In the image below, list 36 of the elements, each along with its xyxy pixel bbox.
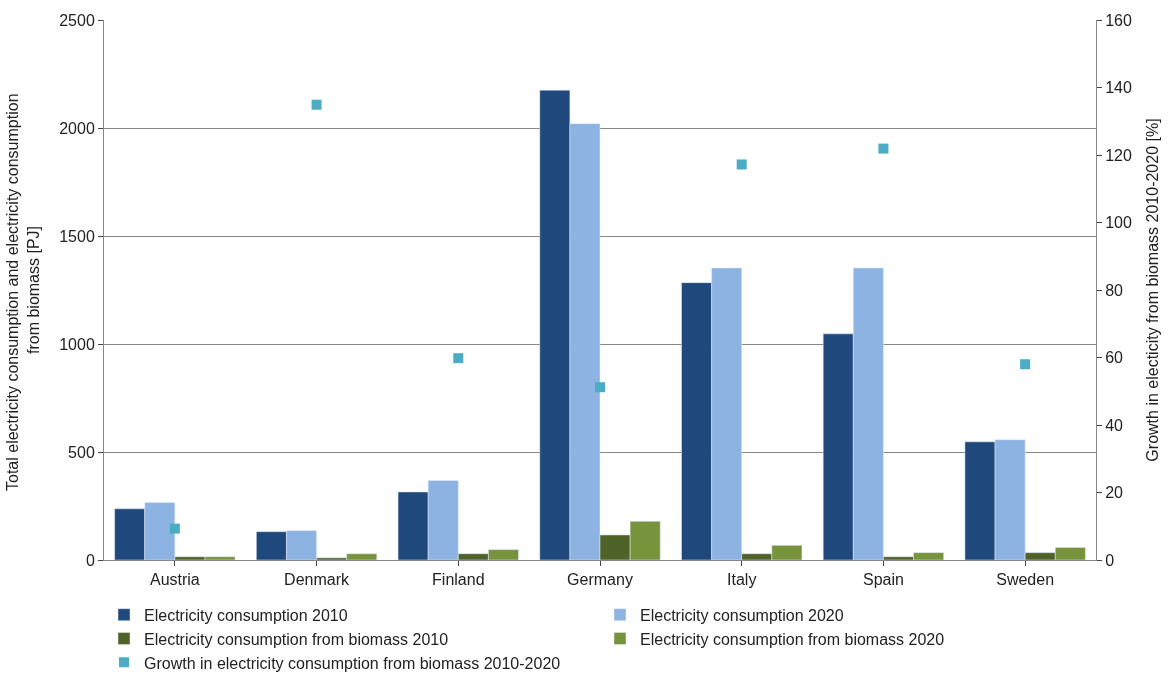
y-tick-label: 1500 [59, 227, 95, 245]
x-tick-label: Austria [149, 571, 200, 589]
x-tick-label: Denmark [284, 571, 351, 589]
legend-label: Electricity consumption from biomass 2020 [640, 630, 945, 648]
y-axis-title: Total electricity consumption and electricity consumption from biomass [PJ] [4, 89, 43, 491]
x-tick-label: Spain [862, 571, 904, 589]
y2-tick-label: 160 [1105, 11, 1132, 29]
y-tick-label: 2500 [59, 11, 95, 29]
y-tick-label: 2000 [59, 119, 95, 137]
x-tick-label: Italy [727, 571, 757, 589]
y2-axis-title: Growth in electicity from biomass 2010-2020 [%] [1143, 118, 1161, 462]
legend-label: Electricity consumption 2020 [640, 606, 844, 624]
y2-tick-label: 60 [1105, 349, 1124, 367]
y2-tick-label: 40 [1105, 416, 1124, 434]
point [169, 523, 180, 534]
legend-label: Electricity consumption from biomass 2010 [144, 630, 449, 648]
point [311, 99, 322, 110]
point [878, 143, 889, 154]
y2-tick-label: 120 [1105, 146, 1132, 164]
point [1020, 359, 1031, 370]
y2-tick-label: 100 [1105, 214, 1132, 232]
point [595, 382, 605, 393]
legend-label: Electricity consumption 2010 [144, 606, 348, 624]
x-tick-label: Finland [432, 571, 485, 589]
x-tick-label: Sweden [996, 571, 1055, 589]
y2-tick-label: 0 [1105, 551, 1115, 569]
point [736, 159, 747, 170]
y-tick-label: 500 [68, 443, 95, 461]
y-tick-label: 0 [85, 551, 95, 569]
y2-tick-label: 20 [1105, 484, 1124, 502]
x-tick-label: Germany [567, 571, 633, 589]
y2-tick-label: 140 [1105, 79, 1132, 97]
y-tick-label: 1000 [59, 335, 95, 353]
legend-label: Growth in electricity consumption from biomass 2010-2020 [144, 654, 561, 672]
y2-tick-label: 80 [1105, 281, 1124, 299]
point [453, 353, 464, 364]
